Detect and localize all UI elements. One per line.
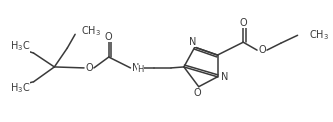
Text: N: N xyxy=(221,72,228,82)
Text: N: N xyxy=(132,63,139,73)
Text: O: O xyxy=(258,45,266,55)
Text: N: N xyxy=(189,37,196,47)
Text: H: H xyxy=(137,65,144,74)
Text: O: O xyxy=(194,88,201,98)
Text: H$_3$C: H$_3$C xyxy=(10,81,30,95)
Text: H$_3$C: H$_3$C xyxy=(10,39,30,53)
Text: O: O xyxy=(239,18,247,28)
Text: CH$_3$: CH$_3$ xyxy=(81,24,101,38)
Text: O: O xyxy=(85,63,93,73)
Text: O: O xyxy=(105,32,113,42)
Text: CH$_3$: CH$_3$ xyxy=(309,28,329,42)
